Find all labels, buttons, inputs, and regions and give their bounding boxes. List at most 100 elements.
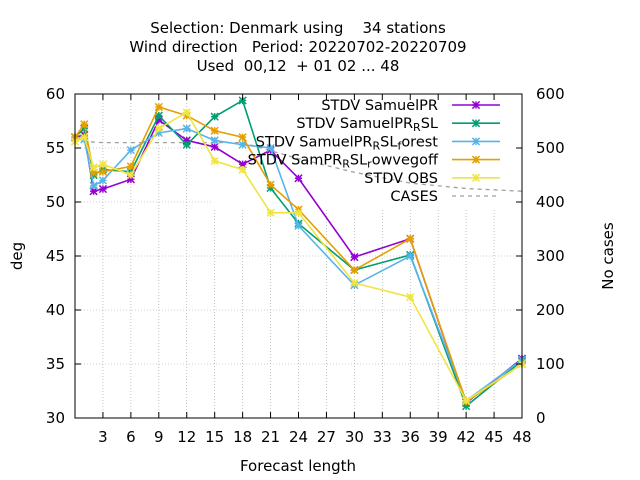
data-point xyxy=(266,180,275,189)
legend-sample-marker xyxy=(471,100,481,110)
data-point xyxy=(126,162,136,171)
legend-sample-marker xyxy=(471,119,481,128)
legend-label-part: orest xyxy=(401,134,438,150)
data-point xyxy=(98,176,108,185)
data-point xyxy=(98,160,108,169)
x-tick-label: 42 xyxy=(457,428,476,446)
data-point xyxy=(210,142,219,152)
axes: 3 6 9 12 15 18 21 24 27 30 33 36 39 42 45 4830354045505… xyxy=(46,85,565,446)
legend-sample-marker xyxy=(471,173,481,182)
legend-label-part: owvegoff xyxy=(372,153,439,169)
x-tick-label: 12 xyxy=(177,428,196,446)
y2-tick-label: 0 xyxy=(536,409,546,427)
legend-label-part: STDV SamuelPR xyxy=(296,116,413,132)
y2-tick-label: 300 xyxy=(536,247,565,265)
x-tick-label: 6 xyxy=(126,428,136,446)
y2-tick-label: 600 xyxy=(536,85,565,103)
data-point xyxy=(89,181,98,190)
legend-entry-2: STDV SamuelPRRSL xyxy=(296,116,500,134)
y-tick-label: 50 xyxy=(46,193,65,211)
x-tick-label: 48 xyxy=(512,428,531,446)
y2-tick-label: 400 xyxy=(536,193,565,211)
legend-entry-6: CASES xyxy=(390,189,500,205)
legend-label-part: SL xyxy=(350,153,367,169)
legend-label-part: r xyxy=(367,158,372,171)
data-point xyxy=(126,170,136,180)
y-tick-label: 35 xyxy=(46,355,65,373)
data-point xyxy=(182,140,191,149)
legend-label: STDV OBS xyxy=(364,171,438,187)
legend-label-part: STDV SamuelPR xyxy=(256,134,373,150)
data-point xyxy=(350,265,359,275)
legend-label: STDV SamuelPRRSLforest xyxy=(256,134,439,152)
y-tick-label: 45 xyxy=(46,247,65,265)
data-point xyxy=(238,133,247,142)
legend-label-part: R xyxy=(413,121,421,134)
data-point xyxy=(294,208,303,217)
data-point xyxy=(406,292,415,302)
x-tick-label: 9 xyxy=(154,428,164,446)
y2-tick-label: 100 xyxy=(536,355,565,373)
data-point xyxy=(210,112,219,121)
legend-label: STDV SamuelPR xyxy=(321,98,438,114)
legend-sample-marker xyxy=(471,137,481,146)
data-point xyxy=(266,143,275,153)
y2-tick-label: 200 xyxy=(536,301,565,319)
chart-title-line-1: Selection: Denmark using 34 stations xyxy=(150,19,446,37)
data-point xyxy=(294,221,303,230)
legend-label: STDV SamuelPRRSL xyxy=(296,116,438,134)
legend-label-part: STDV SamPR xyxy=(248,153,343,169)
data-point xyxy=(406,251,415,261)
data-point xyxy=(210,156,219,166)
data-point xyxy=(182,108,191,117)
legend-label-part: R xyxy=(342,158,350,171)
data-point xyxy=(89,163,98,172)
chart-title-line-2: Wind direction Period: 20220702-20220709 xyxy=(129,38,466,56)
x-tick-label: 3 xyxy=(98,428,108,446)
x-tick-label: 33 xyxy=(373,428,392,446)
data-point xyxy=(350,278,359,288)
legend-label-part: f xyxy=(397,139,402,152)
data-point xyxy=(98,167,108,176)
y-tick-label: 55 xyxy=(46,139,65,157)
x-tick-label: 27 xyxy=(317,428,336,446)
data-point xyxy=(182,124,191,133)
legend-label: STDV SamPRRSLrowvegoff xyxy=(248,153,439,171)
legend-label-part: SL xyxy=(421,116,438,132)
y2-axis-label: No cases xyxy=(599,222,617,290)
x-tick-label: 15 xyxy=(205,428,224,446)
chart-title-line-3: Used 00,12 + 01 02 ... 48 xyxy=(197,57,400,75)
series-lines xyxy=(70,96,527,411)
data-point xyxy=(461,396,471,405)
x-tick-label: 21 xyxy=(261,428,280,446)
legend-entry-3: STDV SamuelPRRSLforest xyxy=(256,134,500,152)
legend-label-part: STDV OBS xyxy=(364,171,438,187)
x-axis-label: Forecast length xyxy=(240,457,356,475)
chart-title: Selection: Denmark using 34 stations Win… xyxy=(129,19,466,75)
data-point xyxy=(266,208,275,217)
data-point xyxy=(406,234,415,243)
x-tick-label: 45 xyxy=(485,428,504,446)
data-point xyxy=(210,126,219,135)
data-point xyxy=(98,184,108,194)
data-point xyxy=(126,146,136,155)
data-point xyxy=(238,165,247,174)
x-tick-label: 18 xyxy=(233,428,252,446)
y2-tick-label: 500 xyxy=(536,139,565,157)
y-tick-label: 40 xyxy=(46,301,65,319)
data-point xyxy=(80,120,89,129)
data-point xyxy=(80,133,89,142)
data-point xyxy=(210,136,219,145)
x-tick-label: 30 xyxy=(345,428,364,446)
legend-entry-5: STDV OBS xyxy=(364,171,500,187)
data-point xyxy=(154,124,163,133)
legend-label: CASES xyxy=(390,189,438,205)
data-point xyxy=(350,252,359,262)
x-tick-label: 36 xyxy=(401,428,420,446)
y-tick-label: 60 xyxy=(46,85,65,103)
series-3 xyxy=(70,124,527,405)
x-tick-label: 24 xyxy=(289,428,308,446)
data-point xyxy=(154,102,163,112)
